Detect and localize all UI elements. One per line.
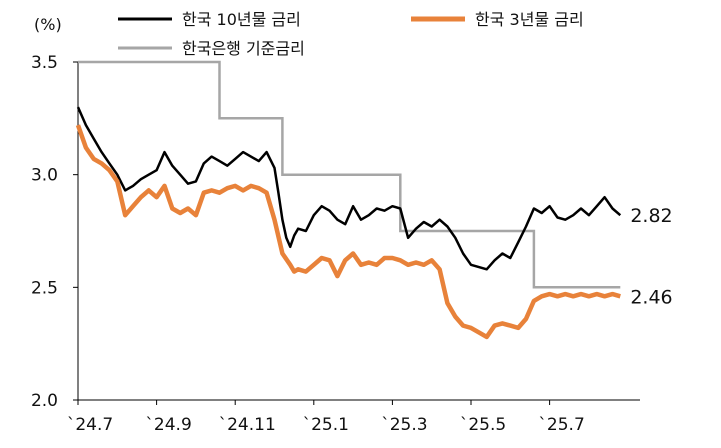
legend: 한국 10년물 금리 한국 3년물 금리 한국은행 기준금리 <box>118 10 584 58</box>
y-tick-label: 3.5 <box>31 53 58 73</box>
x-ticks: `24.7 `24.9 `24.11 `25.1 `25.3 `25.5 `25.7 <box>67 400 585 435</box>
y-ticks: 3.5 3.0 2.5 2.0 <box>31 53 78 411</box>
series-layer <box>75 60 622 340</box>
legend-label-base-rate: 한국은행 기준금리 <box>182 39 305 58</box>
end-label-10y: 2.82 <box>630 205 672 227</box>
y-tick-label: 2.5 <box>31 278 58 298</box>
legend-label-10y: 한국 10년물 금리 <box>182 10 301 29</box>
x-tick-label: `25.3 <box>381 415 427 435</box>
x-tick-label: `24.7 <box>67 415 113 435</box>
legend-label-3y: 한국 3년물 금리 <box>475 10 584 29</box>
x-tick-label: `24.11 <box>219 415 276 435</box>
series-line-base-rate <box>78 60 621 289</box>
series-line-3y <box>75 124 621 340</box>
y-tick-label: 3.0 <box>31 166 58 186</box>
y-unit-label: (%) <box>34 15 62 34</box>
x-tick-label: `25.7 <box>538 415 584 435</box>
end-label-3y: 2.46 <box>630 286 672 308</box>
x-tick-label: `25.1 <box>303 415 349 435</box>
y-tick-label: 2.0 <box>31 391 58 411</box>
series-line-10y <box>76 106 622 271</box>
axes <box>77 62 640 401</box>
x-tick-label: `24.9 <box>145 415 191 435</box>
x-tick-label: `25.5 <box>460 415 506 435</box>
